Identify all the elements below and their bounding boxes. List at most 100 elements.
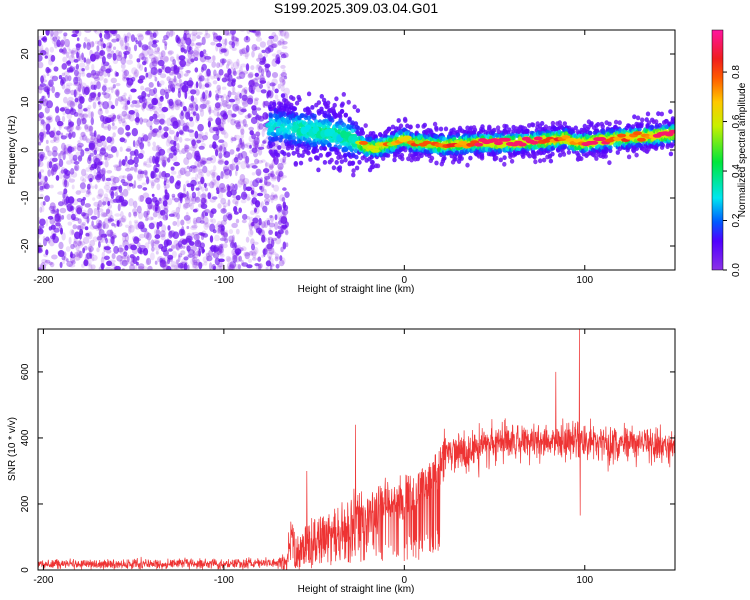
noise-blob <box>150 57 157 64</box>
noise-blob <box>106 45 112 52</box>
noise-blob <box>250 221 255 228</box>
signal-blob <box>294 100 300 106</box>
noise-blob <box>159 158 162 163</box>
noise-blob <box>38 54 43 62</box>
noise-blob <box>215 89 220 94</box>
noise-blob <box>198 81 202 89</box>
noise-blob <box>122 235 126 243</box>
noise-blob <box>68 153 74 162</box>
noise-blob <box>73 252 80 258</box>
noise-blob <box>99 50 106 56</box>
signal-blob <box>357 159 362 165</box>
noise-blob <box>77 140 81 144</box>
noise-blob <box>269 215 273 219</box>
signal-blob <box>333 113 339 119</box>
noise-blob <box>231 239 235 246</box>
noise-blob <box>123 251 128 257</box>
noise-blob <box>43 253 48 258</box>
noise-blob <box>202 165 208 174</box>
noise-blob <box>166 265 172 270</box>
noise-blob <box>48 129 56 137</box>
signal-blob <box>293 162 298 167</box>
noise-blob <box>150 252 155 261</box>
noise-blob <box>155 250 159 255</box>
noise-blob <box>137 221 145 230</box>
noise-blob <box>110 50 115 55</box>
noise-blob <box>210 41 216 46</box>
noise-blob <box>154 243 161 251</box>
noise-blob <box>167 225 171 231</box>
signal-blob <box>448 131 453 137</box>
noise-blob <box>59 261 63 268</box>
noise-blob <box>79 62 86 68</box>
signal-blob <box>312 115 317 121</box>
noise-blob <box>220 186 227 194</box>
noise-blob <box>98 114 105 119</box>
noise-blob <box>178 169 184 176</box>
noise-blob <box>262 57 267 65</box>
noise-blob <box>271 159 276 167</box>
noise-blob <box>51 75 59 82</box>
noise-blob <box>187 249 195 255</box>
noise-blob <box>73 59 79 63</box>
noise-blob <box>39 169 45 173</box>
noise-blob <box>106 153 114 159</box>
noise-blob <box>93 207 98 216</box>
noise-blob <box>245 155 250 164</box>
noise-blob <box>164 186 167 195</box>
noise-blob <box>89 152 94 157</box>
signal-blob <box>403 118 408 123</box>
noise-blob <box>222 141 228 149</box>
noise-blob <box>137 266 145 270</box>
noise-blob <box>56 39 61 48</box>
noise-blob <box>210 155 217 164</box>
noise-blob <box>204 131 208 137</box>
noise-blob <box>38 264 42 270</box>
noise-blob <box>280 53 287 59</box>
noise-blob <box>145 72 149 78</box>
noise-blob <box>260 159 266 163</box>
noise-blob <box>109 198 116 204</box>
noise-blob <box>66 203 74 212</box>
noise-blob <box>158 220 163 227</box>
noise-blob <box>222 117 227 122</box>
noise-blob <box>169 30 174 38</box>
noise-blob <box>151 130 157 135</box>
noise-blob <box>129 225 133 229</box>
noise-blob <box>230 91 237 96</box>
noise-blob <box>116 254 123 262</box>
noise-blob <box>282 52 289 58</box>
noise-blob <box>42 36 48 43</box>
noise-blob <box>192 231 200 236</box>
noise-blob <box>91 220 94 227</box>
noise-blob <box>67 145 73 154</box>
signal-blob <box>308 157 313 162</box>
noise-blob <box>200 176 205 185</box>
signal-blob <box>291 96 296 102</box>
noise-blob <box>92 197 96 201</box>
noise-blob <box>219 183 226 190</box>
noise-blob <box>116 220 120 227</box>
noise-blob <box>241 246 247 252</box>
noise-blob <box>76 142 84 148</box>
noise-blob <box>206 100 211 105</box>
noise-blob <box>133 109 139 114</box>
noise-blob <box>45 116 52 121</box>
noise-blob <box>129 150 137 156</box>
noise-blob <box>240 108 247 113</box>
noise-blob <box>39 115 46 119</box>
noise-blob <box>38 138 43 143</box>
noise-blob <box>206 73 212 78</box>
noise-blob <box>163 34 169 41</box>
noise-blob <box>163 131 169 138</box>
signal-blob <box>353 121 359 127</box>
noise-blob <box>137 62 141 69</box>
signal-blob <box>274 152 279 157</box>
noise-blob <box>203 222 209 231</box>
noise-blob <box>218 69 224 76</box>
noise-blob <box>134 100 141 105</box>
noise-blob <box>187 264 190 270</box>
noise-blob <box>71 51 75 59</box>
signal-blob <box>502 161 507 167</box>
noise-blob <box>192 259 198 269</box>
